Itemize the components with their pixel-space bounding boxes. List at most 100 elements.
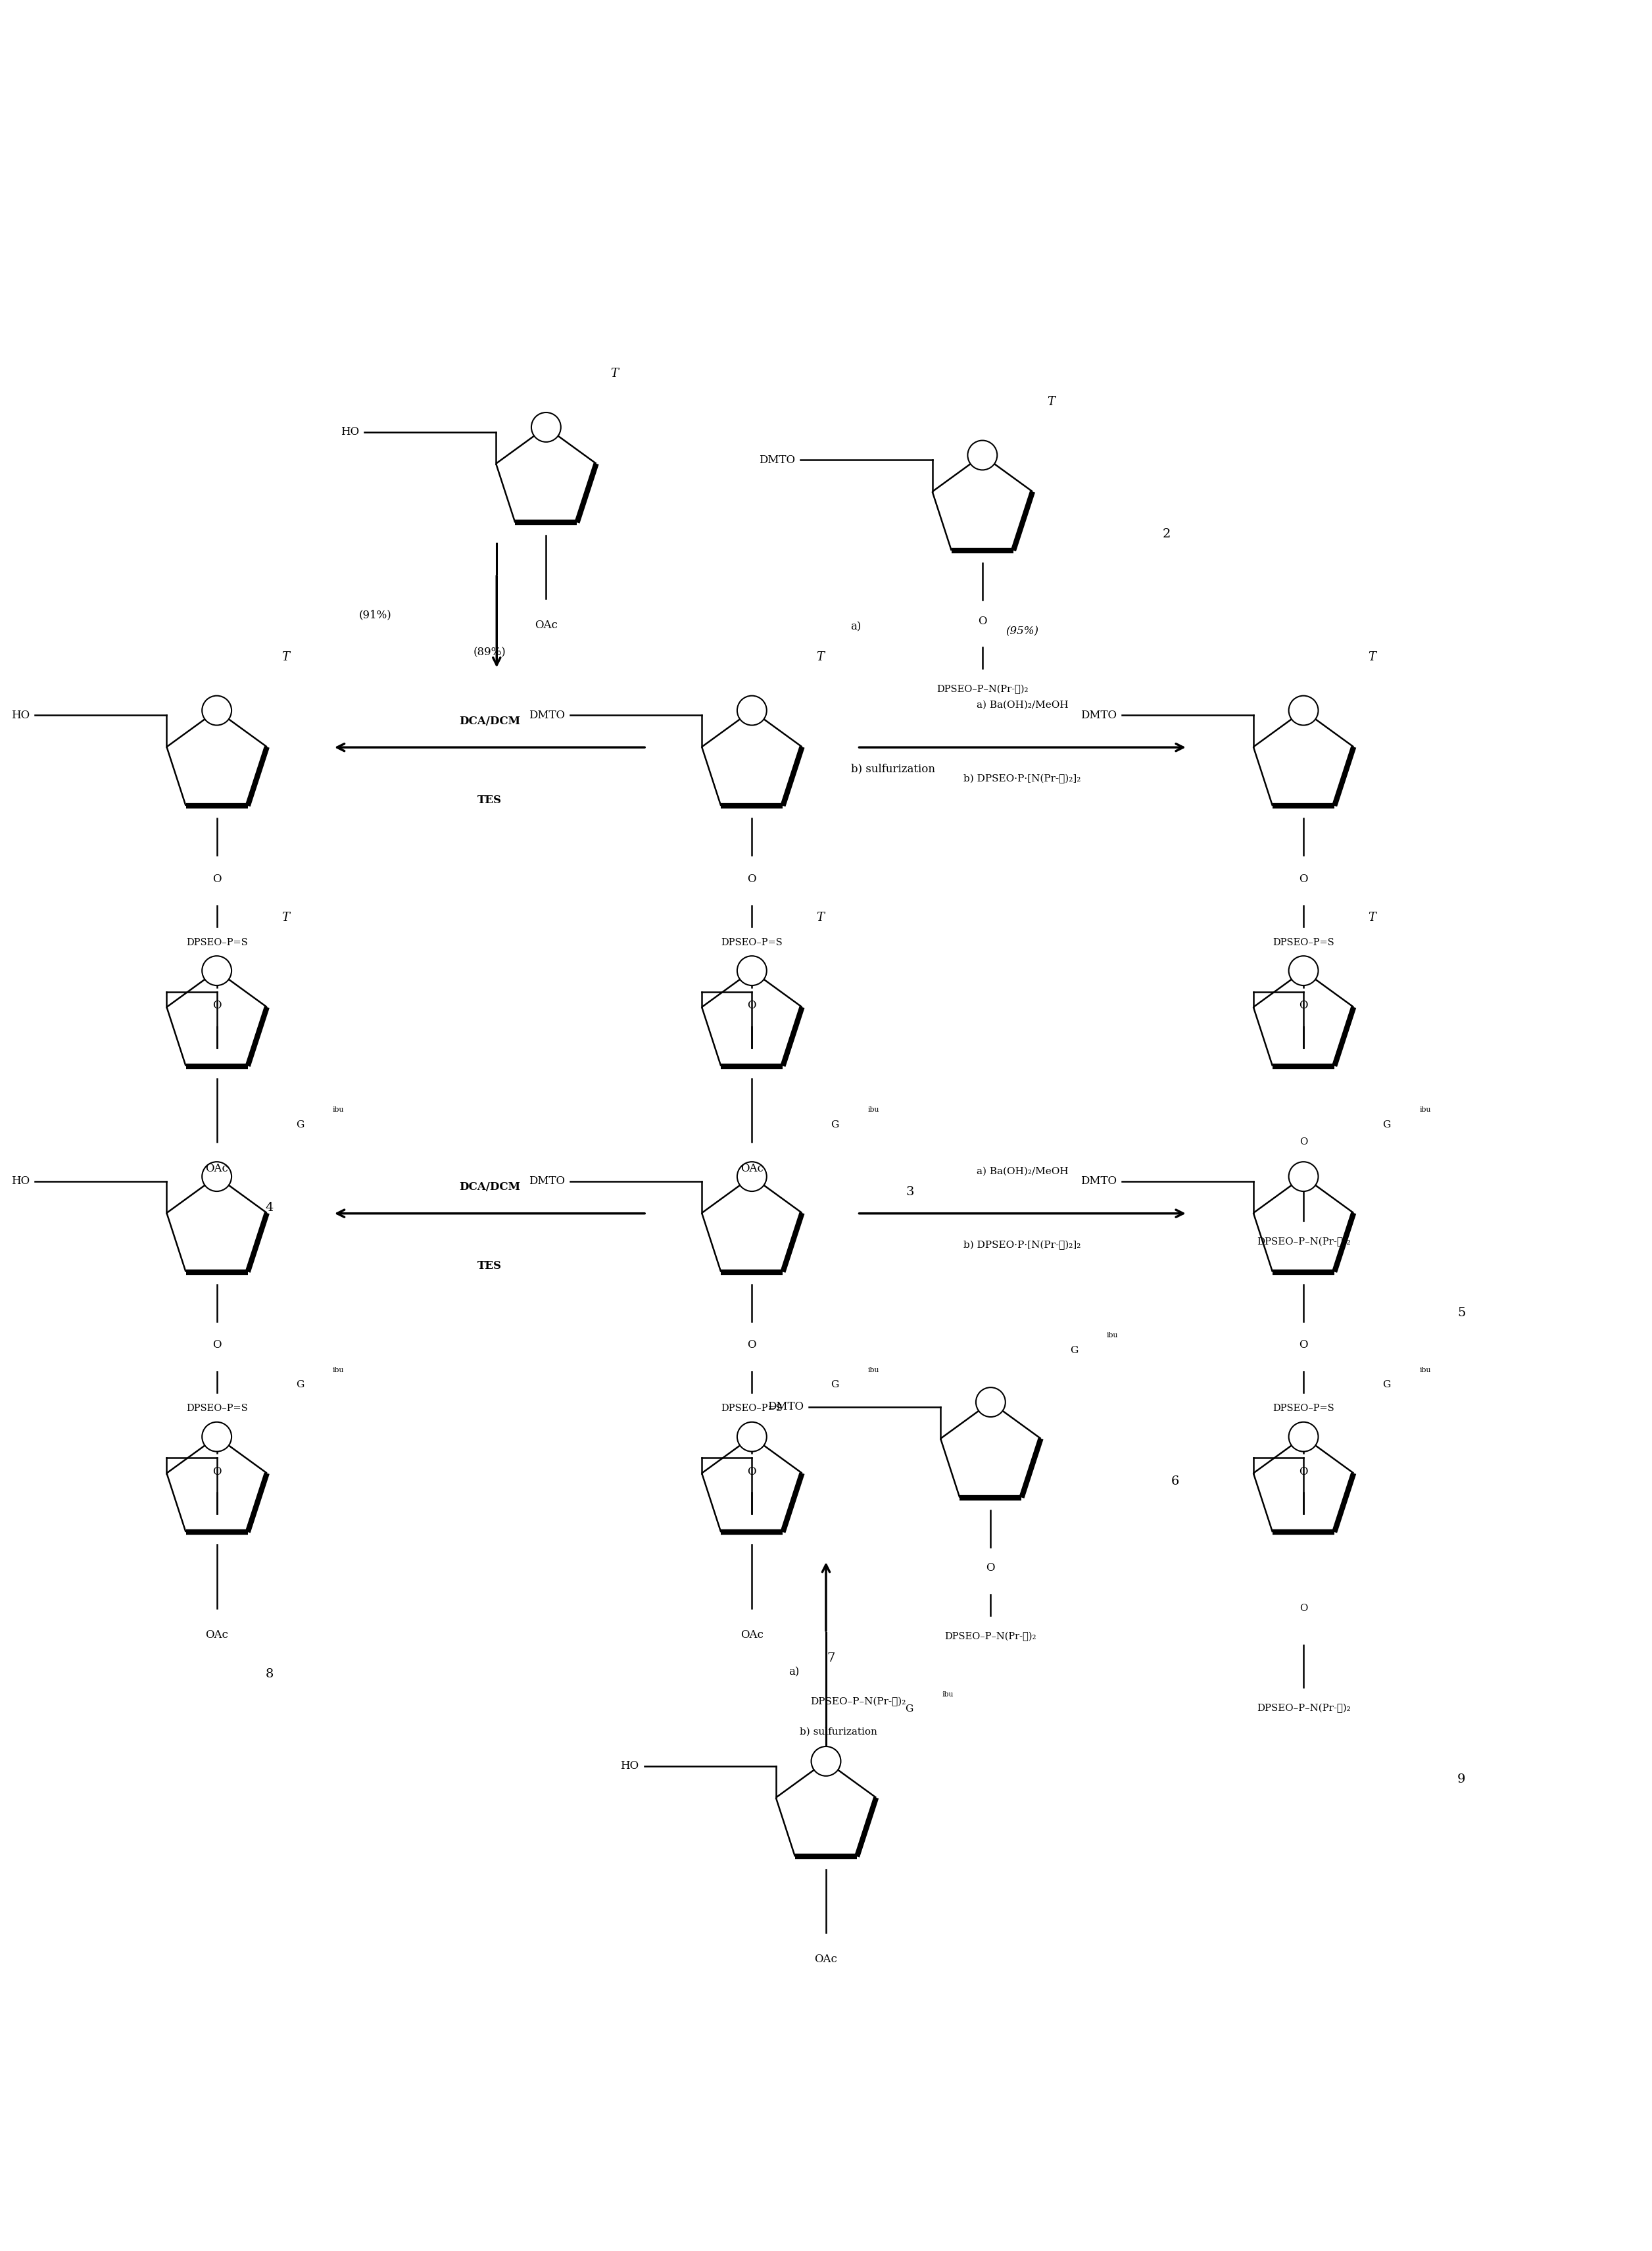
Circle shape [737,1423,767,1452]
Text: DPSEO–P–N(Pr-ℓ)₂: DPSEO–P–N(Pr-ℓ)₂ [937,684,1028,693]
Circle shape [202,1162,231,1191]
Text: O: O [747,873,757,885]
Text: HO: HO [12,1175,30,1186]
Circle shape [202,696,231,725]
Text: O: O [1298,999,1308,1011]
Text: (89%): (89%) [472,646,506,657]
Text: DPSEO–P–N(Pr-ℓ)₂: DPSEO–P–N(Pr-ℓ)₂ [945,1632,1036,1641]
Circle shape [811,1747,841,1776]
Text: 7: 7 [828,1652,834,1663]
Text: O: O [747,999,757,1011]
Text: G: G [1383,1380,1391,1389]
Text: b) DPSEO·P·[N(Pr-ℓ)₂]₂: b) DPSEO·P·[N(Pr-ℓ)₂]₂ [963,1240,1080,1249]
Text: O: O [978,615,986,626]
Text: O: O [1298,1465,1308,1477]
Text: a) Ba(OH)₂/MeOH: a) Ba(OH)₂/MeOH [976,700,1069,709]
Text: O: O [213,873,221,885]
Text: G: G [831,1380,839,1389]
Text: 5: 5 [1457,1308,1465,1319]
Text: 8: 8 [266,1668,274,1679]
Text: a) Ba(OH)₂/MeOH: a) Ba(OH)₂/MeOH [976,1166,1069,1175]
Text: HO: HO [340,425,358,437]
Text: DPSEO–P=S: DPSEO–P=S [720,939,783,948]
Text: O: O [213,1465,221,1477]
Circle shape [1289,1423,1318,1452]
Text: OAc: OAc [740,1164,763,1175]
Text: DMTO: DMTO [768,1402,803,1414]
Text: O: O [1298,1339,1308,1351]
Text: DMTO: DMTO [529,1175,565,1186]
Text: 3: 3 [905,1186,914,1198]
Text: T: T [1368,912,1376,923]
Circle shape [1289,957,1318,986]
Circle shape [737,696,767,725]
Text: ibu: ibu [332,1107,344,1114]
Text: ibu: ibu [942,1691,953,1697]
Text: b) sulfurization: b) sulfurization [851,763,935,774]
Text: T: T [1368,651,1376,664]
Text: DPSEO–P=S: DPSEO–P=S [187,1405,248,1414]
Circle shape [968,441,998,470]
Circle shape [737,957,767,986]
Text: OAc: OAc [205,1164,228,1175]
Text: T: T [281,651,289,664]
Text: ibu: ibu [867,1366,879,1373]
Text: DMTO: DMTO [529,709,565,720]
Text: DPSEO–P=S: DPSEO–P=S [720,1405,783,1414]
Text: DPSEO–P–N(Pr-ℓ)₂: DPSEO–P–N(Pr-ℓ)₂ [1257,1238,1350,1247]
Text: DPSEO–P=S: DPSEO–P=S [1272,1405,1335,1414]
Text: DCA/DCM: DCA/DCM [459,716,520,727]
Text: G: G [1383,1121,1391,1130]
Circle shape [1289,696,1318,725]
Text: OAc: OAc [814,1954,838,1965]
Text: O: O [1298,873,1308,885]
Text: O: O [1300,1137,1308,1146]
Text: O: O [213,999,221,1011]
Text: DPSEO–P=S: DPSEO–P=S [187,939,248,948]
Text: G: G [831,1121,839,1130]
Text: O: O [1300,1603,1308,1612]
Text: DCA/DCM: DCA/DCM [459,1182,520,1193]
Text: T: T [611,367,618,380]
Text: DPSEO–P–N(Pr-ℓ)₂: DPSEO–P–N(Pr-ℓ)₂ [809,1697,905,1706]
Text: (95%): (95%) [1006,626,1039,637]
Text: DMTO: DMTO [1080,1175,1117,1186]
Text: 4: 4 [266,1202,274,1213]
Text: DMTO: DMTO [1080,709,1117,720]
Text: O: O [986,1562,995,1573]
Text: b) sulfurization: b) sulfurization [800,1727,877,1736]
Text: OAc: OAc [740,1630,763,1641]
Text: 6: 6 [1171,1474,1180,1488]
Text: HO: HO [621,1760,639,1772]
Text: O: O [747,1339,757,1351]
Text: ibu: ibu [1107,1333,1118,1339]
Circle shape [976,1387,1006,1416]
Text: G: G [905,1704,914,1713]
Text: (91%): (91%) [358,610,392,621]
Text: T: T [816,912,824,923]
Text: T: T [816,651,824,664]
Text: 9: 9 [1457,1774,1465,1785]
Text: G: G [296,1121,304,1130]
Text: ibu: ibu [332,1366,344,1373]
Text: O: O [747,1465,757,1477]
Circle shape [202,1423,231,1452]
Text: OAc: OAc [205,1630,228,1641]
Text: OAc: OAc [535,619,558,630]
Text: 2: 2 [1163,529,1171,540]
Text: DPSEO–P=S: DPSEO–P=S [1272,939,1335,948]
Text: HO: HO [12,709,30,720]
Text: G: G [296,1380,304,1389]
Text: a): a) [851,621,861,633]
Circle shape [737,1162,767,1191]
Circle shape [532,412,560,441]
Text: ibu: ibu [1419,1107,1431,1114]
Text: b) DPSEO·P·[N(Pr-ℓ)₂]₂: b) DPSEO·P·[N(Pr-ℓ)₂]₂ [963,774,1080,783]
Text: TES: TES [477,795,502,806]
Circle shape [1289,1162,1318,1191]
Text: ibu: ibu [867,1107,879,1114]
Text: O: O [213,1339,221,1351]
Text: ibu: ibu [1419,1366,1431,1373]
Text: T: T [281,912,289,923]
Text: DPSEO–P–N(Pr-ℓ)₂: DPSEO–P–N(Pr-ℓ)₂ [1257,1704,1350,1713]
